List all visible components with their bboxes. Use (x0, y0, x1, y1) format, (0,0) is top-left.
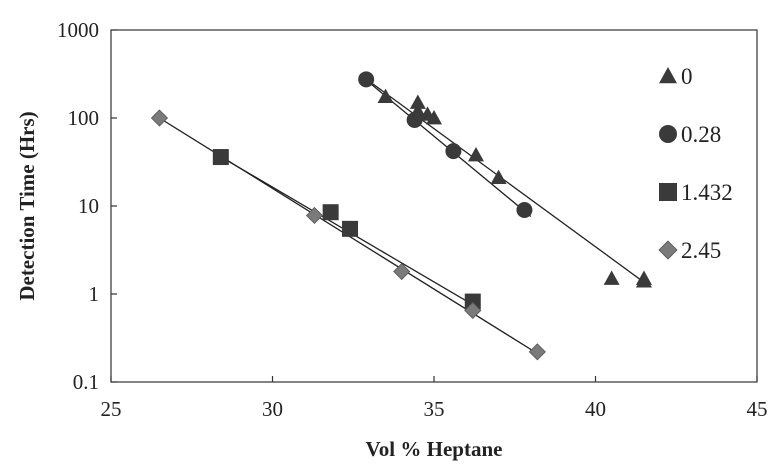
data-point-circle (516, 202, 533, 219)
data-points (150, 71, 652, 361)
data-point-triangle (377, 88, 394, 104)
legend-label: 2.45 (681, 238, 721, 263)
data-point-triangle (409, 94, 426, 109)
legend: 0 0.28 1.432 2.45 (658, 64, 733, 263)
y-tick-label: 0.1 (73, 370, 99, 394)
data-point-circle (406, 111, 423, 128)
legend-marker-diamond (658, 240, 678, 260)
data-point-square (464, 293, 481, 310)
data-point-triangle (467, 146, 484, 162)
x-axis-title: Vol % Heptane (366, 437, 503, 461)
y-tick-label: 100 (68, 106, 100, 130)
trend-lines (159, 79, 648, 357)
x-tick-label: 30 (262, 397, 283, 421)
x-tick-label: 45 (747, 397, 768, 421)
data-point-square (322, 204, 339, 221)
data-point-diamond (528, 343, 546, 361)
y-axis-title: Detection Time (Hrs) (15, 111, 39, 300)
data-point-triangle (603, 270, 620, 285)
data-point-diamond (305, 206, 324, 225)
y-tick-label: 1000 (57, 18, 99, 42)
data-point-square (212, 149, 229, 166)
legend-label: 1.432 (681, 180, 733, 205)
axis-ticks: 25 30 35 40 45 0.1 1 10 100 1000 (57, 18, 768, 421)
data-point-square (342, 220, 359, 237)
data-point-diamond (150, 109, 169, 127)
data-point-circle (445, 143, 462, 160)
y-tick-label: 10 (78, 194, 99, 218)
legend-marker-circle (659, 125, 677, 143)
x-tick-label: 35 (424, 397, 445, 421)
legend-label: 0.28 (681, 122, 721, 147)
y-tick-label: 1 (89, 282, 100, 306)
data-point-diamond (393, 262, 411, 281)
data-point-circle (358, 71, 375, 88)
data-point-diamond (464, 301, 482, 320)
x-tick-label: 25 (101, 397, 122, 421)
legend-label: 0 (681, 64, 693, 89)
data-point-triangle (635, 273, 652, 288)
data-point-triangle (426, 110, 442, 125)
data-point-triangle (490, 169, 507, 185)
x-tick-label: 40 (585, 397, 606, 421)
legend-marker-square (659, 183, 677, 201)
legend-marker-triangle (659, 67, 677, 84)
